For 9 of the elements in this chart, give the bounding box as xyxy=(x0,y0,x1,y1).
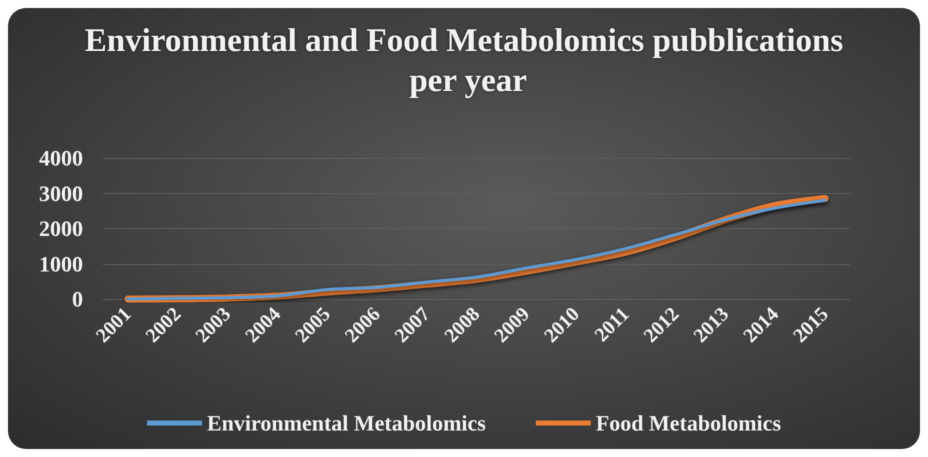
x-tick-label: 2011 xyxy=(590,303,634,346)
chart-title: Environmental and Food Metabolomics pubblications per year xyxy=(84,23,844,99)
legend-label: Food Metabolomics xyxy=(596,410,782,436)
y-tick-label: 3000 xyxy=(39,180,83,206)
y-tick-label: 0 xyxy=(72,286,83,312)
y-tick-label: 4000 xyxy=(39,146,83,170)
y-tick-label: 2000 xyxy=(39,216,83,241)
legend-label: Environmental Metabolomics xyxy=(207,410,486,436)
y-tick-label: 1000 xyxy=(39,251,83,276)
